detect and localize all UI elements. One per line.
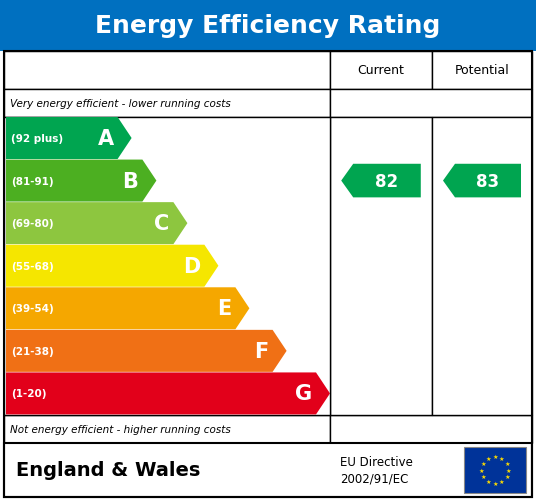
Polygon shape [6, 203, 188, 244]
Text: ★: ★ [499, 455, 505, 460]
Text: (39-54): (39-54) [11, 304, 54, 314]
Text: ★: ★ [504, 461, 510, 465]
Text: 83: 83 [477, 172, 500, 190]
Text: ★: ★ [492, 454, 498, 459]
Text: D: D [183, 256, 200, 276]
Polygon shape [6, 245, 218, 287]
Text: ★: ★ [499, 479, 505, 484]
Bar [4, 118, 330, 415]
Polygon shape [6, 160, 157, 202]
Polygon shape [443, 164, 521, 198]
Bar [330, 90, 532, 118]
Bar [330, 415, 532, 443]
Text: G: G [295, 384, 312, 404]
Bar [464, 447, 526, 493]
Polygon shape [341, 164, 421, 198]
Text: (92 plus): (92 plus) [11, 134, 63, 144]
Text: C: C [154, 214, 169, 233]
Text: (21-38): (21-38) [11, 346, 54, 356]
Text: Potential: Potential [455, 64, 509, 77]
Bar [432, 118, 532, 415]
Bar [4, 52, 330, 90]
Text: Current: Current [358, 64, 405, 77]
Polygon shape [6, 330, 287, 372]
Text: ★: ★ [485, 455, 491, 460]
Text: ★: ★ [480, 474, 486, 479]
Polygon shape [6, 373, 330, 415]
Text: EU Directive
2002/91/EC: EU Directive 2002/91/EC [340, 455, 413, 485]
Text: B: B [123, 171, 138, 191]
Bar [4, 52, 532, 497]
Text: (55-68): (55-68) [11, 261, 54, 271]
Text: Energy Efficiency Rating: Energy Efficiency Rating [95, 14, 441, 38]
Text: ★: ★ [485, 479, 491, 484]
Text: Very energy efficient - lower running costs: Very energy efficient - lower running co… [10, 99, 231, 109]
Text: A: A [98, 129, 114, 149]
Text: (69-80): (69-80) [11, 219, 54, 228]
Text: (1-20): (1-20) [11, 389, 47, 399]
Text: ★: ★ [480, 461, 486, 465]
Bar [432, 52, 532, 90]
Text: Not energy efficient - higher running costs: Not energy efficient - higher running co… [10, 424, 231, 434]
Text: ★: ★ [479, 467, 484, 472]
Polygon shape [6, 288, 249, 330]
Text: E: E [217, 299, 232, 319]
Bar [4, 443, 532, 497]
Bar [330, 52, 432, 90]
Text: ★: ★ [492, 481, 498, 486]
Bar [4, 90, 330, 118]
Bar [0, 0, 536, 52]
Text: 82: 82 [375, 172, 399, 190]
Bar [330, 118, 432, 415]
Text: F: F [255, 341, 269, 361]
Bar [4, 415, 330, 443]
Text: (81-91): (81-91) [11, 176, 54, 186]
Text: England & Wales: England & Wales [16, 460, 200, 479]
Text: ★: ★ [504, 474, 510, 479]
Text: ★: ★ [506, 467, 512, 472]
Polygon shape [6, 118, 132, 160]
